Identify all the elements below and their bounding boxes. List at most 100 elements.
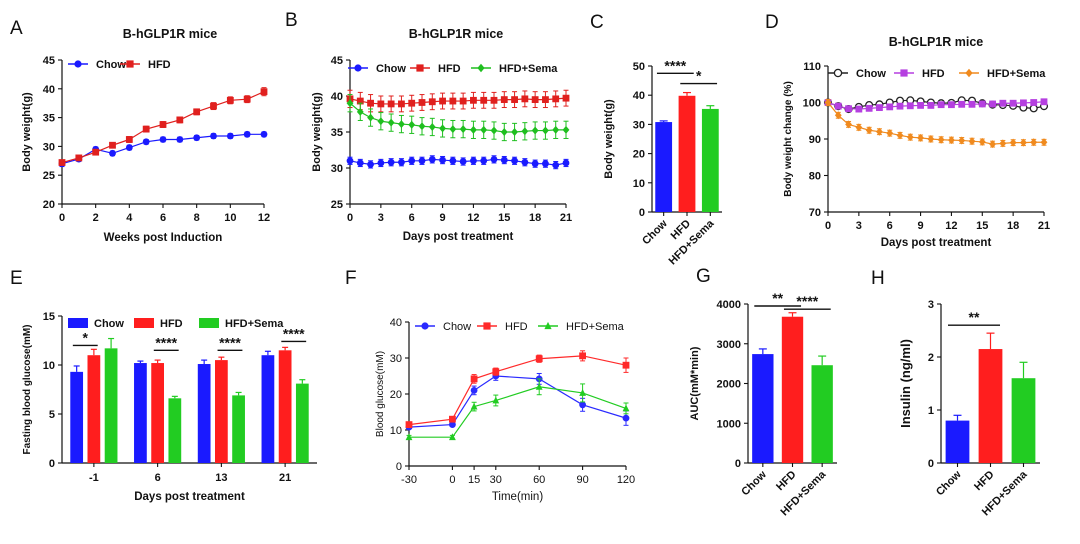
significance-label: ** — [969, 309, 980, 325]
data-point — [521, 95, 529, 103]
panel-label: C — [590, 12, 604, 33]
data-point — [260, 130, 268, 138]
data-point — [439, 156, 446, 164]
data-point — [490, 126, 498, 135]
data-point — [948, 136, 955, 145]
x-axis-label: Days post treatment — [403, 231, 514, 243]
panel-label: F — [345, 268, 357, 289]
y-tick-label: 0 — [928, 458, 934, 470]
x-tick-label: 6 — [160, 212, 166, 224]
data-point — [865, 126, 873, 135]
y-tick-label: 0 — [735, 458, 741, 470]
data-point — [449, 421, 456, 428]
data-point — [92, 148, 100, 156]
y-axis-label: AUC(mM*min) — [689, 346, 701, 420]
y-tick-label: 25 — [43, 170, 55, 182]
y-tick-label: 80 — [809, 171, 821, 183]
data-point — [834, 111, 842, 120]
legend-label: HFD — [148, 59, 171, 71]
significance-label: **** — [155, 334, 177, 350]
data-point — [865, 104, 873, 112]
y-tick-label: 10 — [390, 425, 402, 437]
y-tick-label: 2 — [928, 352, 934, 364]
significance-label: **** — [796, 293, 818, 309]
legend-label: HFD+Sema — [499, 63, 558, 75]
x-tick-label: 18 — [529, 212, 541, 224]
data-point — [855, 105, 863, 113]
data-point — [1029, 104, 1038, 113]
data-point — [490, 96, 498, 104]
data-point — [917, 102, 924, 109]
series-line — [349, 97, 567, 105]
data-point — [886, 129, 894, 138]
data-point — [500, 156, 508, 164]
y-tick-label: 25 — [331, 199, 343, 211]
y-tick-label: 35 — [43, 113, 55, 125]
series-Chow — [405, 371, 630, 431]
data-point — [439, 97, 446, 105]
bar — [678, 95, 696, 212]
data-point — [405, 433, 413, 441]
data-point — [480, 125, 488, 134]
data-point — [876, 104, 883, 112]
bar — [945, 420, 970, 463]
legend: Chow HFD HFD+Sema — [415, 321, 625, 333]
y-tick-label: 20 — [43, 199, 55, 211]
legend-marker — [421, 322, 429, 330]
data-point — [193, 134, 201, 142]
y-tick-label: 0 — [396, 461, 402, 473]
chart-panel-D: 70 80 90 100 110 0 3 6 9 12 15 18 21 Body weight chan… — [765, 12, 1050, 249]
legend-swatch — [68, 318, 88, 328]
bar — [232, 395, 245, 463]
data-point — [622, 361, 630, 369]
series-line — [827, 101, 1045, 110]
data-point — [531, 160, 539, 168]
panel-label: G — [696, 266, 711, 287]
significance-label: **** — [219, 334, 241, 350]
legend-marker — [900, 69, 908, 77]
y-tick-label: 30 — [633, 119, 645, 131]
significance-label: ** — [772, 290, 783, 306]
y-tick-label: 40 — [331, 91, 343, 103]
data-point — [377, 117, 385, 126]
legend-label: HFD — [438, 63, 461, 75]
x-tick-label: 6 — [887, 220, 893, 232]
x-tick-label: 10 — [224, 212, 236, 224]
data-point — [480, 157, 488, 165]
y-axis-label: Body weight(g) — [21, 92, 33, 172]
data-point — [1020, 99, 1027, 107]
y-tick-label: 30 — [43, 141, 55, 153]
y-tick-label: 3 — [928, 299, 934, 311]
x-tick-label: HFD — [774, 469, 799, 494]
x-tick-label: 4 — [126, 212, 133, 224]
legend-marker — [544, 321, 552, 330]
data-point — [906, 133, 914, 142]
data-point — [1030, 99, 1038, 106]
data-point — [226, 132, 234, 140]
data-point — [470, 96, 477, 104]
chart-panel-B: 25 30 35 40 45 0 3 6 9 12 15 18 21 Body weight(g) Days… — [285, 10, 572, 243]
data-point — [470, 157, 477, 165]
legend-swatch — [199, 318, 219, 328]
series-line — [349, 102, 566, 133]
x-tick-label: 12 — [467, 212, 479, 224]
x-tick-label: 2 — [93, 212, 99, 224]
legend-label: Chow — [376, 63, 406, 75]
data-point — [542, 96, 549, 103]
x-axis-label: Days post treatment — [881, 237, 992, 249]
data-point — [1009, 138, 1017, 147]
data-point — [1009, 99, 1017, 107]
legend-marker — [833, 68, 843, 78]
legend-marker — [74, 60, 82, 68]
data-point — [418, 122, 426, 131]
data-point — [176, 116, 184, 124]
x-tick-label: 0 — [449, 474, 455, 486]
x-tick-label: 8 — [194, 212, 200, 224]
x-tick-label: 18 — [1007, 220, 1019, 232]
data-point — [927, 135, 935, 143]
x-tick-label: Chow — [934, 468, 964, 498]
x-tick-label: 21 — [279, 472, 291, 484]
y-tick-label: 90 — [809, 134, 821, 146]
legend-label: HFD+Sema — [225, 318, 284, 330]
